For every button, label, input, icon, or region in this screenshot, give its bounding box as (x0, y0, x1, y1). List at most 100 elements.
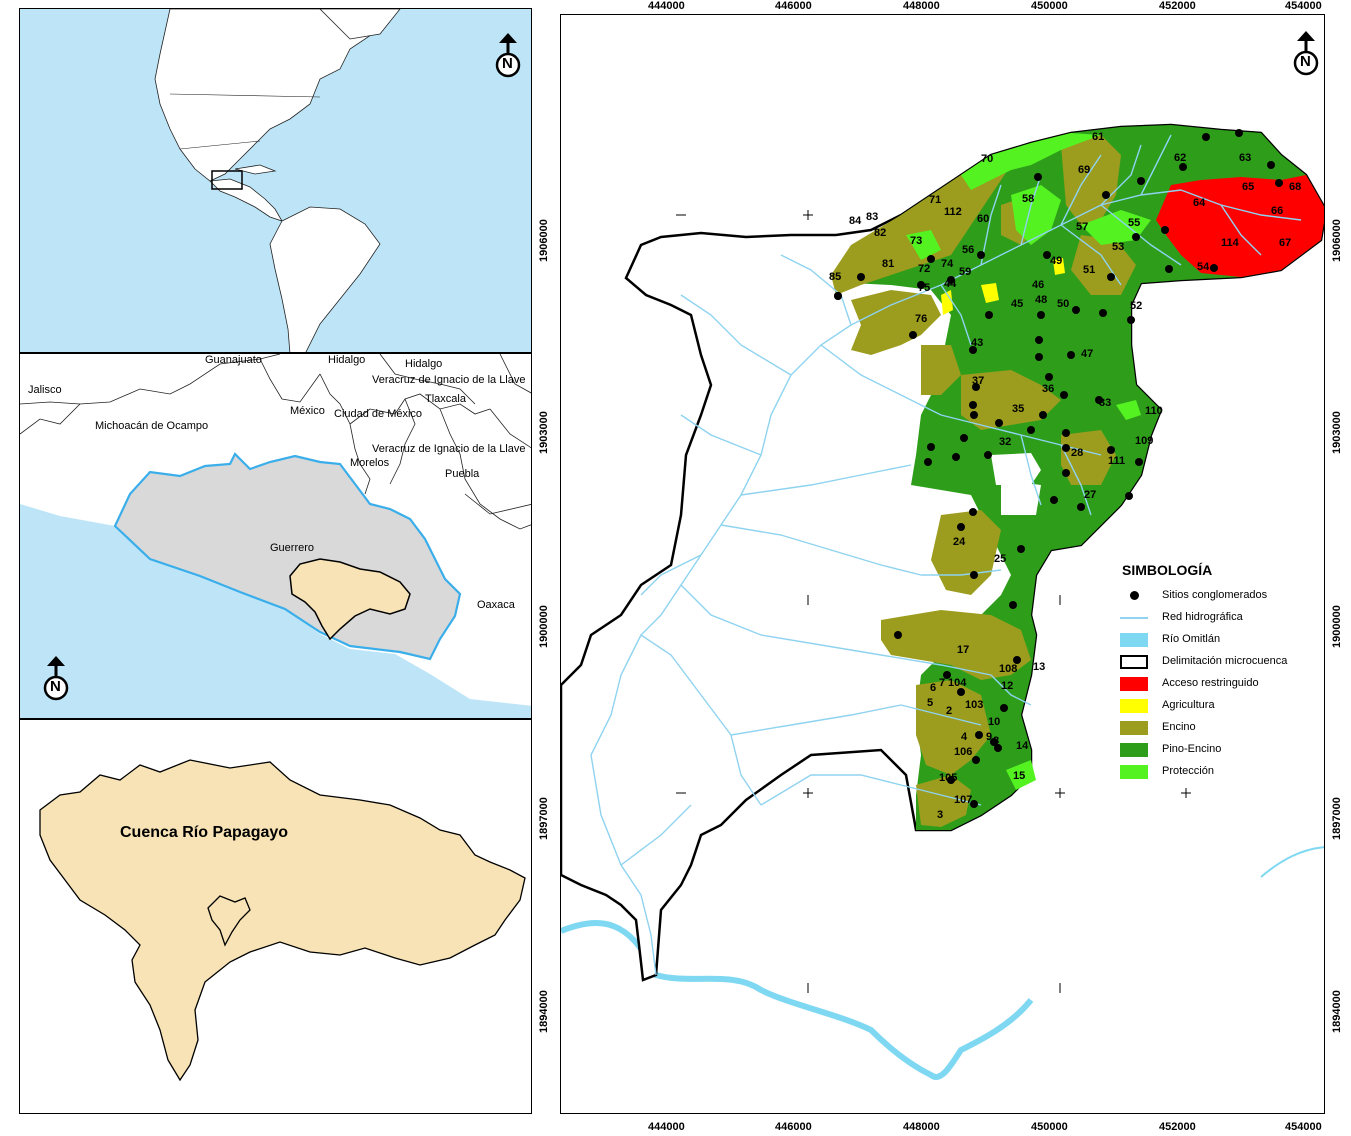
site-label: 49 (1050, 255, 1063, 267)
river-network (590, 134, 1302, 976)
state-label: México (290, 405, 325, 417)
legend-item-boundary: Delimitación microcuenca (1116, 654, 1321, 670)
state-label: Puebla (445, 468, 480, 480)
site-label: 67 (1279, 237, 1292, 249)
north-label: N (1300, 53, 1311, 70)
legend-item-sites: Sitios conglomerados (1116, 588, 1321, 604)
state-locator-panel: Guanajuato Hidalgo Hidalgo Jalisco Verac… (19, 353, 532, 719)
x-tick-top: 452000 (1159, 0, 1196, 12)
y-tick-right: 1903000 (1331, 411, 1343, 454)
site-label: 55 (1128, 217, 1141, 229)
site-label: 44 (944, 278, 957, 290)
site-label: 111 (1108, 455, 1126, 467)
y-tick-right: 1906000 (1331, 219, 1343, 262)
legend-item-proteccion: Protección (1116, 764, 1321, 780)
basin-label: Cuenca Río Papagayo (120, 824, 289, 841)
y-tick-left: 1897000 (538, 797, 550, 840)
swatch-icon (1120, 655, 1148, 669)
site-label: 83 (866, 211, 879, 223)
site-label: 48 (1035, 294, 1048, 306)
site-label: 58 (1022, 193, 1035, 205)
site-label: 28 (1071, 447, 1084, 459)
x-tick-top: 450000 (1031, 0, 1068, 12)
site-label: 24 (953, 536, 966, 548)
legend-item-restricted: Acceso restringuido (1116, 676, 1321, 692)
site-label: 68 (1289, 181, 1302, 193)
site-label: 109 (1135, 435, 1154, 447)
swatch-icon (1120, 765, 1148, 779)
site-label: 4 (961, 731, 968, 743)
site-label: 103 (965, 699, 984, 711)
swatch-icon (1120, 721, 1148, 735)
y-tick-left: 1906000 (538, 219, 550, 262)
site-label: 15 (1013, 770, 1026, 782)
site-label: 33 (1099, 397, 1112, 409)
site-label: 53 (1112, 241, 1125, 253)
state-label: Hidalgo (328, 354, 366, 366)
map-legend: SIMBOLOGÍA Sitios conglomerados Red hidr… (1116, 560, 1321, 785)
site-label: 107 (954, 794, 973, 806)
state-label: Veracruz de Ignacio de la Llave (372, 443, 526, 455)
site-label: 72 (918, 263, 931, 275)
y-tick-right: 1894000 (1331, 990, 1343, 1033)
site-label: 47 (1081, 348, 1094, 360)
site-label: 6 (930, 682, 937, 694)
swatch-icon (1120, 699, 1148, 713)
site-label: 63 (1239, 152, 1252, 164)
site-label: 108 (999, 663, 1018, 675)
legend-title: SIMBOLOGÍA (1122, 562, 1213, 578)
basin-map (39, 759, 526, 1082)
site-label: 57 (1076, 221, 1089, 233)
site-label: 45 (1011, 298, 1024, 310)
world-locator-panel: N (19, 8, 532, 353)
site-label: 36 (1042, 383, 1055, 395)
legend-item-encino: Encino (1116, 720, 1321, 736)
north-label: N (50, 678, 61, 695)
site-label: 52 (1130, 300, 1143, 312)
y-tick-right: 1900000 (1331, 605, 1343, 648)
x-tick-bottom: 452000 (1159, 1121, 1196, 1133)
site-label: 17 (957, 644, 970, 656)
site-label: 65 (1242, 181, 1255, 193)
site-label: 56 (962, 244, 975, 256)
legend-label: Agricultura (1162, 699, 1215, 711)
state-label: Oaxaca (477, 599, 515, 611)
y-tick-left: 1903000 (538, 411, 550, 454)
site-label: 66 (1271, 205, 1284, 217)
americas-map (154, 9, 401, 352)
site-label: 70 (981, 153, 994, 165)
state-label: Ciudad de México (334, 408, 423, 420)
line-icon (1120, 617, 1148, 619)
site-label: 104 (948, 677, 967, 689)
site-label: 76 (915, 313, 928, 325)
x-tick-top: 446000 (775, 0, 812, 12)
state-label: Guanajuato (205, 354, 262, 366)
legend-item-agriculture: Agricultura (1116, 698, 1321, 714)
site-label: 81 (882, 258, 895, 270)
legend-label: Red hidrográfica (1162, 611, 1243, 623)
site-label: 54 (1197, 261, 1210, 273)
state-label: Veracruz de Ignacio de la Llave (372, 374, 526, 386)
legend-item-pino-encino: Pino-Encino (1116, 742, 1321, 758)
site-label: 14 (1016, 740, 1029, 752)
site-label: 62 (1174, 152, 1187, 164)
site-label: 7 (939, 677, 946, 689)
site-label: 35 (1012, 403, 1025, 415)
site-label: 46 (1032, 279, 1045, 291)
states-map (20, 354, 531, 718)
site-label: 5 (927, 697, 934, 709)
dot-icon (1130, 591, 1139, 600)
microbasin-map (561, 123, 1324, 1080)
site-label: 25 (994, 553, 1007, 565)
legend-label: Sitios conglomerados (1162, 589, 1268, 601)
x-tick-top: 444000 (648, 0, 685, 12)
state-label: Jalisco (28, 384, 62, 396)
basin-panel: Cuenca Río Papagayo (19, 719, 532, 1114)
site-label: 64 (1193, 197, 1206, 209)
site-label: 60 (977, 213, 990, 225)
site-label: 73 (910, 235, 923, 247)
site-label: 61 (1092, 131, 1105, 143)
swatch-icon (1120, 633, 1148, 647)
site-label: 27 (1084, 489, 1097, 501)
x-tick-bottom: 444000 (648, 1121, 685, 1133)
